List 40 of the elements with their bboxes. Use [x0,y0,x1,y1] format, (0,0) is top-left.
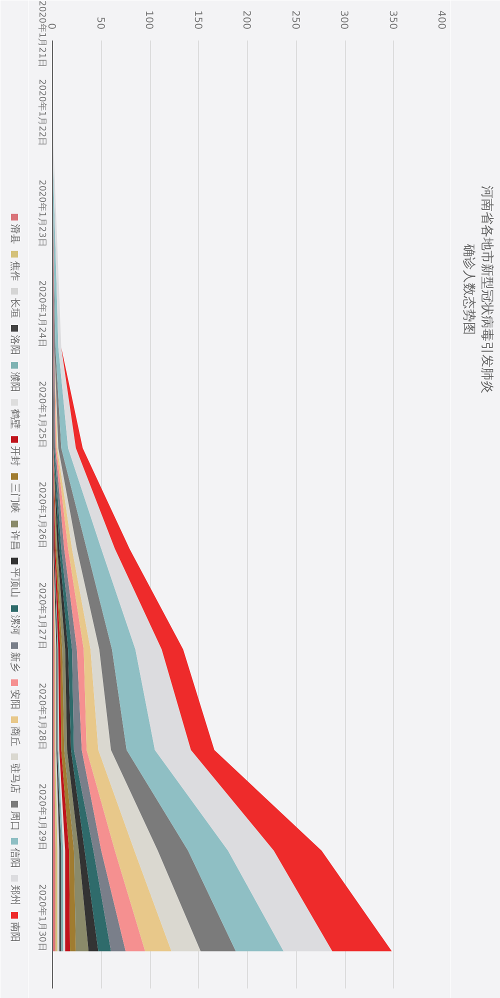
y-tick-label: 2020年1月28日 [36,682,48,750]
x-tick-label: 150 [192,10,203,30]
legend-label: 南阳 [9,922,21,942]
legend-label: 漯河 [9,615,21,636]
legend-label: 长垣 [9,298,21,318]
y-tick-label: 2020年1月24日 [36,280,48,348]
text: 河南省各地市新型冠状病毒引发肺炎 [479,185,494,394]
legend-label: 新乡 [9,652,21,672]
legend-label: 信阳 [9,848,21,868]
legend-label: 驻马店 [9,763,21,794]
legend-label: 郑州 [9,884,21,905]
legend-label: 商丘 [9,726,21,746]
legend-label: 平顶山 [9,568,21,598]
text: 确诊人数态势图 [461,242,476,335]
y-tick-label: 2020年1月21日 [36,0,48,68]
x-tick-label: 50 [94,16,106,30]
x-tick-label: 300 [338,10,349,30]
x-tick-label: 250 [289,10,300,30]
y-tick-label: 2020年1月25日 [36,380,48,448]
legend-label: 三门峡 [9,483,21,514]
y-tick-label: 2020年1月23日 [36,180,48,247]
x-tick-label: 200 [240,10,252,30]
legend-label: 洛阳 [9,334,21,355]
legend-label: 焦作 [9,260,21,281]
y-tick-label: 2020年1月26日 [36,482,48,549]
y-tick-label: 2020年1月22日 [36,79,48,146]
legend-label: 滑县 [9,224,21,244]
legend-label: 许昌 [9,530,21,551]
x-tick-label: 400 [436,10,446,30]
y-tick-label: 2020年1月30日 [36,884,48,952]
x-tick-label: 350 [386,10,398,30]
legend-label: 周口 [9,810,20,831]
legend-label: 鹤壁 [9,409,21,430]
legend-label: 开封 [9,446,21,466]
y-tick-label: 2020年1月27日 [36,582,48,650]
legend-label: 安阳 [9,689,21,710]
x-tick-label: 0 [46,23,56,30]
x-tick-label: 100 [143,10,154,30]
y-tick-label: 2020年1月29日 [36,784,48,851]
legend-label: 濮阳 [9,372,21,392]
